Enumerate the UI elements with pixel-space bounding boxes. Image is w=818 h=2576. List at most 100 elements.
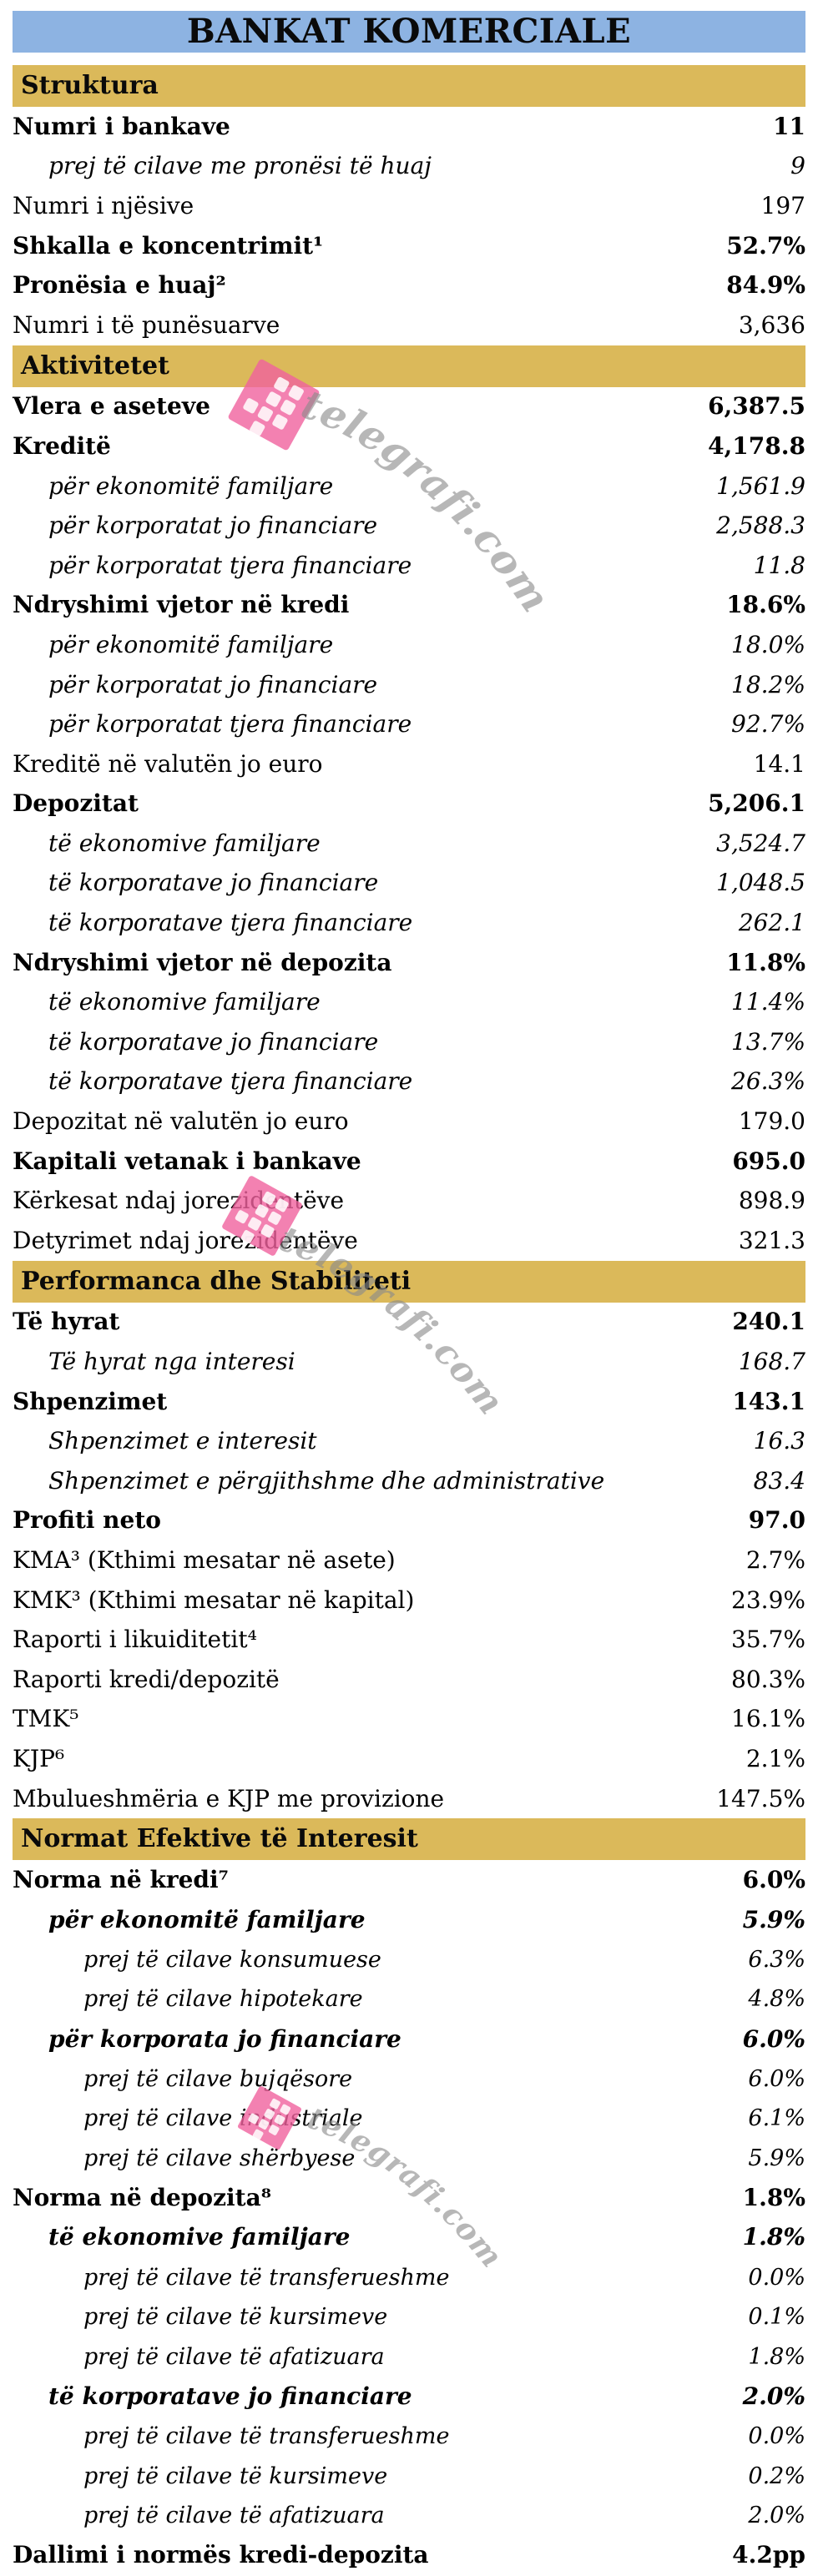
table-row: të korporatave jo financiare 2.0%	[13, 2377, 805, 2417]
table-row: Detyrimet ndaj jorezidentëve 321.3	[13, 1221, 805, 1261]
row-label: Ndryshimi vjetor në kredi	[13, 591, 350, 619]
table-row: Shpenzimet 143.1	[13, 1382, 805, 1422]
table-row: Të hyrat nga interesi 168.7	[13, 1342, 805, 1382]
row-label: prej të cilave të afatizuara	[83, 2343, 385, 2370]
row-label: KJP⁶	[13, 1744, 65, 1772]
table-row: Dallimi i normës kredi-depozita 4.2pp	[13, 2535, 805, 2575]
row-value: 179.0	[738, 1107, 805, 1136]
row-label: prej të cilave të transferueshme	[83, 2264, 450, 2291]
row-value: 92.7%	[731, 710, 805, 739]
table-row: Ndryshimi vjetor në kredi 18.6%	[13, 586, 805, 626]
row-value: 0.0%	[748, 2264, 805, 2291]
row-value: 1,048.5	[716, 869, 805, 897]
table-row: Depozitat në valutën jo euro 179.0	[13, 1101, 805, 1142]
table-row: Kreditë 4,178.8	[13, 426, 805, 466]
row-label: Shpenzimet	[13, 1387, 168, 1415]
row-value: 16.3	[753, 1427, 805, 1455]
row-label: Të hyrat	[13, 1308, 120, 1336]
row-value: 240.1	[732, 1308, 805, 1336]
table-row: të korporatave jo financiare 1,048.5	[13, 864, 805, 904]
row-value: 695.0	[732, 1147, 805, 1175]
row-value: 6,387.5	[708, 392, 805, 421]
row-value: 4.2pp	[732, 2541, 805, 2569]
row-value: 2.0%	[748, 2503, 805, 2529]
table-row: për korporatat jo financiare 18.2%	[13, 665, 805, 705]
row-value: 14.1	[753, 749, 805, 778]
table-row: Norma në depozita⁸ 1.8%	[13, 2178, 805, 2218]
table-row: prej të cilave hipotekare 4.8%	[13, 1979, 805, 2019]
row-label: për ekonomitë familjare	[48, 1905, 366, 1933]
row-value: 84.9%	[726, 271, 805, 300]
row-label: për korporatat jo financiare	[48, 670, 378, 698]
row-label: të korporatave jo financiare	[48, 869, 379, 897]
row-value: 11.4%	[731, 988, 805, 1016]
row-label: të korporatave tjera financiare	[48, 909, 413, 937]
table-row: prej të cilave shërbyese 5.9%	[13, 2139, 805, 2179]
table-row: KJP⁶ 2.1%	[13, 1739, 805, 1779]
row-label: Pronësia e huaj²	[13, 271, 226, 300]
row-label: të ekonomive familjare	[48, 2223, 351, 2251]
row-label: Kreditë në valutën jo euro	[13, 749, 323, 778]
row-value: 6.3%	[748, 1946, 805, 1973]
table-row: prej të cilave të kursimeve 0.2%	[13, 2456, 805, 2496]
table-row: Pronësia e huaj² 84.9%	[13, 265, 805, 305]
row-value: 23.9%	[731, 1585, 805, 1614]
row-value: 35.7%	[731, 1626, 805, 1654]
table-row: të korporatave tjera financiare 26.3%	[13, 1062, 805, 1102]
row-label: Kapitali vetanak i bankave	[13, 1147, 361, 1175]
row-value: 18.2%	[731, 670, 805, 698]
section-header-struktura: Struktura	[13, 65, 805, 107]
row-value: 11.8	[753, 551, 805, 579]
row-value: 143.1	[732, 1387, 805, 1415]
row-label: për ekonomitë familjare	[48, 471, 334, 500]
row-label: Norma në depozita⁸	[13, 2183, 271, 2211]
table-row: prej të cilave industriale 6.1%	[13, 2099, 805, 2139]
row-value: 2.0%	[742, 2382, 805, 2410]
table-row: prej të cilave të transferueshme 0.0%	[13, 2417, 805, 2457]
table-row: Numri i bankave 11	[13, 107, 805, 147]
row-label: Profiti neto	[13, 1506, 161, 1535]
row-value: 4.8%	[748, 1986, 805, 2013]
table-row: Kapitali vetanak i bankave 695.0	[13, 1142, 805, 1182]
table-row: për ekonomitë familjare 1,561.9	[13, 466, 805, 507]
row-label: Të hyrat nga interesi	[48, 1348, 295, 1376]
row-label: për korporatat tjera financiare	[48, 551, 412, 579]
sections-container: Struktura Numri i bankave 11 prej të cilave…	[0, 65, 818, 2575]
page-title: BANKAT KOMERCIALE	[186, 12, 632, 51]
section-header-label: Performanca dhe Stabiliteti	[21, 1266, 412, 1296]
table-row: të korporatave tjera financiare 262.1	[13, 903, 805, 943]
table-row: Kërkesat ndaj jorezidentëve 898.9	[13, 1181, 805, 1221]
row-label: të korporatave tjera financiare	[48, 1067, 413, 1096]
section-header-normat-efektive-t-interesit: Normat Efektive të Interesit	[13, 1818, 805, 1861]
row-label: Shpenzimet e përgjithshme dhe administra…	[48, 1466, 605, 1495]
row-label: të korporatave jo financiare	[48, 2382, 412, 2410]
table-row: KMA³ (Kthimi mesatar në asete) 2.7%	[13, 1540, 805, 1580]
table-row: TMK⁵ 16.1%	[13, 1700, 805, 1740]
row-value: 80.3%	[731, 1665, 805, 1693]
row-value: 168.7	[738, 1348, 805, 1376]
table-row: për korporatat tjera financiare 92.7%	[13, 704, 805, 744]
row-value: 1.8%	[742, 2223, 805, 2251]
row-label: Kërkesat ndaj jorezidentëve	[13, 1187, 345, 1215]
row-label: prej të cilave bujqësore	[83, 2065, 353, 2092]
table-row: Profiti neto 97.0	[13, 1501, 805, 1541]
table-row: për ekonomitë familjare 5.9%	[13, 1900, 805, 1940]
table-row: prej të cilave konsumuese 6.3%	[13, 1940, 805, 1980]
row-value: 5.9%	[748, 2145, 805, 2171]
row-label: Vlera e aseteve	[13, 392, 210, 421]
row-label: KMK³ (Kthimi mesatar në kapital)	[13, 1585, 415, 1614]
row-label: Detyrimet ndaj jorezidentëve	[13, 1226, 358, 1254]
row-value: 6.0%	[742, 1866, 805, 1894]
row-label: për ekonomitë familjare	[48, 630, 334, 658]
row-value: 5.9%	[742, 1905, 805, 1933]
row-value: 16.1%	[731, 1705, 805, 1733]
section-header-label: Struktura	[21, 71, 159, 100]
table-row: Norma në kredi⁷ 6.0%	[13, 1860, 805, 1900]
table-row: prej të cilave të kursimeve 0.1%	[13, 2297, 805, 2337]
table-row: Të hyrat 240.1	[13, 1303, 805, 1343]
row-value: 1.8%	[742, 2183, 805, 2211]
table-row: Raporti i likuiditetit⁴ 35.7%	[13, 1620, 805, 1660]
section-header-label: Normat Efektive të Interesit	[21, 1824, 418, 1854]
row-label: Numri i njësive	[13, 191, 194, 219]
table-row: prej të cilave të afatizuara 1.8%	[13, 2337, 805, 2377]
